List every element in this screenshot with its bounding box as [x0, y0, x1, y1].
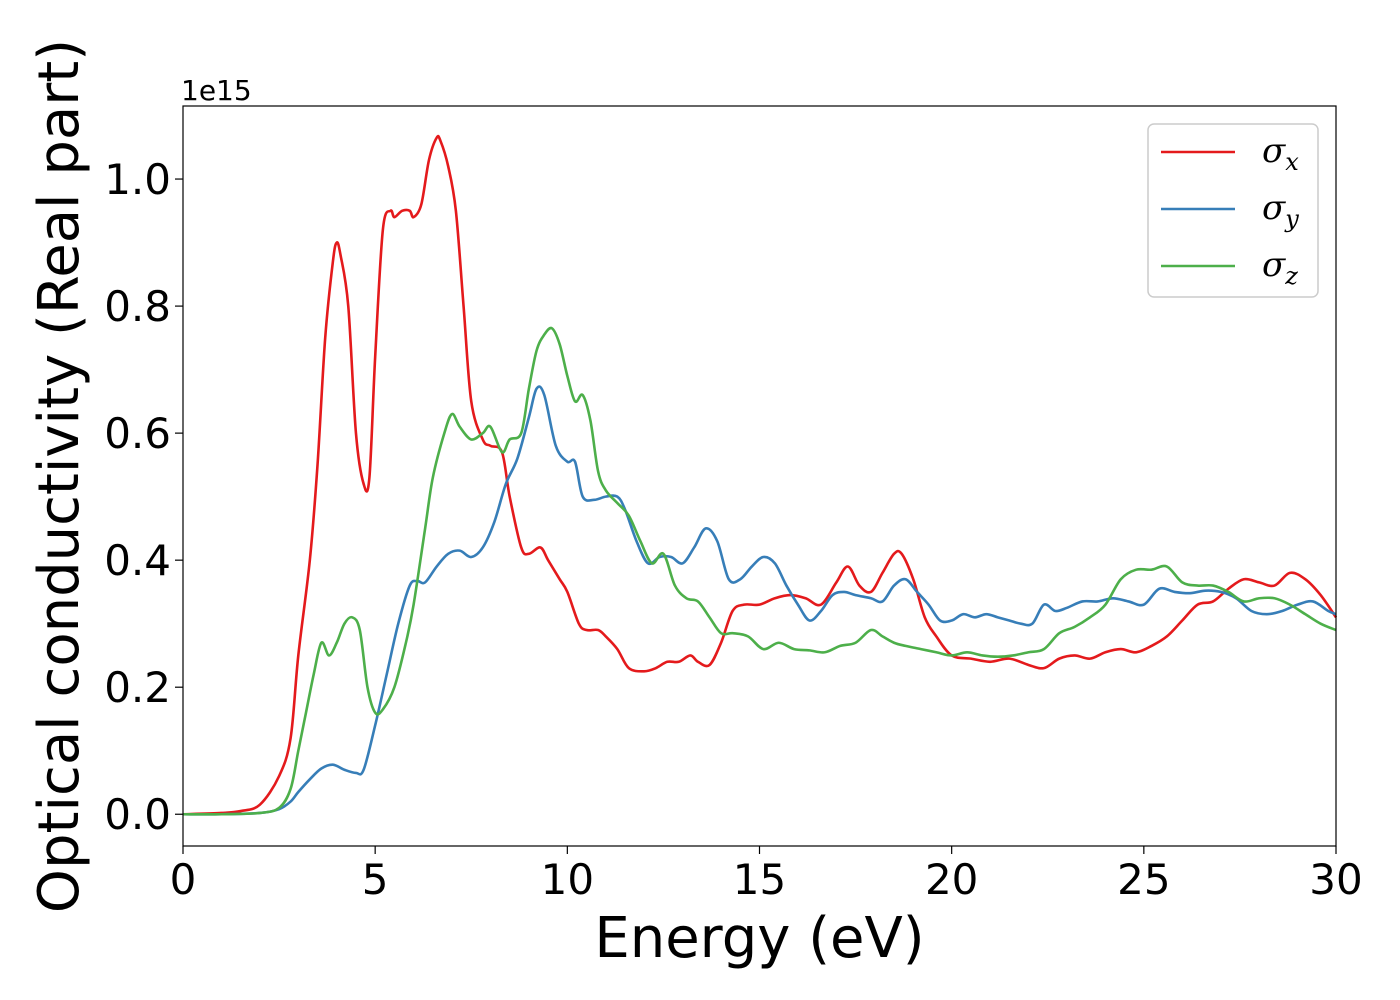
y-tick-label: 1.0 [104, 155, 171, 204]
y-tick-label: 0.0 [104, 790, 171, 839]
series-line-1 [182, 134, 1338, 816]
x-tick-label: 10 [541, 855, 594, 904]
y-tick-label: 0.6 [104, 409, 171, 458]
series-layer [182, 134, 1338, 816]
y-offset-label: 1e15 [181, 74, 252, 107]
x-tick-label: 20 [925, 855, 978, 904]
x-axis: 0 5 10 15 20 25 30 [170, 846, 1363, 904]
x-axis-label: Energy (eV) [594, 906, 924, 971]
legend-box [1147, 123, 1319, 298]
legend-entries: σx σy σz [1161, 131, 1299, 290]
legend-label: σy [1262, 188, 1299, 233]
x-tick-label: 25 [1117, 855, 1170, 904]
y-axis: 0.0 0.2 0.4 0.6 0.8 1.0 [104, 155, 183, 839]
legend: σx σy σz [1147, 123, 1319, 298]
y-tick-label: 0.8 [104, 282, 171, 331]
x-tick-label: 30 [1309, 855, 1362, 904]
y-tick-label: 0.2 [104, 663, 171, 712]
x-tick-label: 15 [733, 855, 786, 904]
series-line-3 [182, 326, 1337, 816]
legend-label: σz [1262, 245, 1298, 290]
x-tick-label: 5 [362, 855, 389, 904]
x-tick-label: 0 [170, 855, 197, 904]
legend-label: σx [1262, 131, 1299, 176]
y-tick-label: 0.4 [104, 536, 171, 585]
y-axis-label: Optical conductivity (Real part) [27, 39, 92, 913]
